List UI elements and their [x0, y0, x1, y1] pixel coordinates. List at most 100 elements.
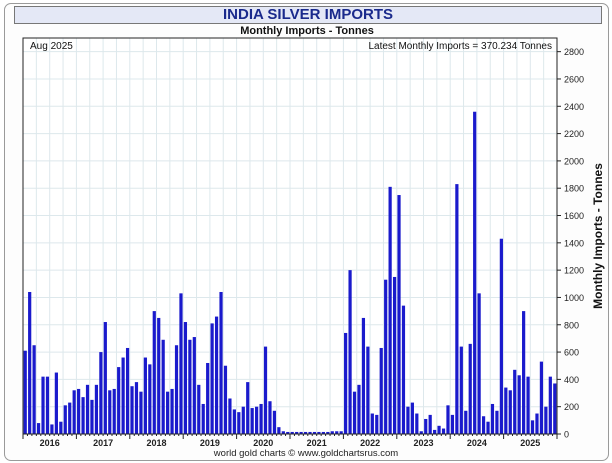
- bar: [370, 413, 374, 434]
- x-year-label: 2020: [253, 438, 273, 448]
- bar: [152, 311, 156, 434]
- y-tick-label: 2200: [564, 129, 584, 139]
- bar: [246, 382, 250, 434]
- bar: [508, 390, 512, 434]
- bar: [441, 428, 446, 434]
- bar: [401, 305, 406, 434]
- bar: [361, 317, 366, 434]
- bar: [352, 391, 357, 434]
- bar: [237, 412, 241, 434]
- bar: [295, 431, 299, 434]
- bar: [81, 397, 85, 434]
- bar: [486, 421, 490, 434]
- bar: [446, 405, 450, 434]
- bar: [530, 420, 535, 434]
- bar: [495, 410, 499, 434]
- bar: [263, 346, 268, 434]
- bar: [139, 391, 143, 434]
- bar: [174, 345, 179, 434]
- y-tick-label: 800: [564, 320, 579, 330]
- y-tick-label: 2800: [564, 47, 584, 57]
- bar: [326, 431, 330, 434]
- x-year-label: 2017: [93, 438, 113, 448]
- bar: [148, 364, 152, 434]
- bar: [459, 346, 463, 434]
- bar: [206, 362, 210, 434]
- bar: [255, 406, 259, 434]
- bar: [419, 431, 423, 434]
- chart-title: INDIA SILVER IMPORTS: [14, 6, 602, 24]
- bar: [455, 184, 459, 434]
- bar: [241, 406, 245, 434]
- x-year-label: 2018: [146, 438, 166, 448]
- bar: [415, 413, 419, 434]
- bar: [192, 337, 196, 434]
- bar: [433, 429, 437, 434]
- bar: [481, 416, 486, 434]
- bar: [117, 367, 121, 434]
- y-tick-label: 1000: [564, 293, 584, 303]
- bar: [539, 361, 544, 434]
- bar: [344, 332, 348, 434]
- bar: [384, 279, 388, 434]
- bar: [121, 357, 125, 434]
- y-tick-label: 200: [564, 402, 579, 412]
- bar: [108, 390, 112, 434]
- bar: [54, 372, 58, 434]
- bar: [112, 388, 116, 434]
- bar: [406, 406, 410, 434]
- bar: [179, 293, 183, 434]
- bar: [36, 423, 41, 434]
- bar: [228, 398, 232, 434]
- bar: [45, 376, 50, 434]
- y-tick-label: 1600: [564, 211, 584, 221]
- y-tick-label: 1400: [564, 238, 584, 248]
- chart-credit: world gold charts © www.goldchartsrus.co…: [213, 448, 399, 459]
- bar: [277, 427, 281, 434]
- bar: [366, 346, 370, 434]
- x-year-label: 2023: [413, 438, 433, 448]
- bar: [63, 405, 67, 434]
- bar: [77, 388, 81, 434]
- bar: [348, 270, 352, 434]
- bar: [490, 403, 495, 434]
- y-tick-label: 2000: [564, 156, 584, 166]
- bar: [321, 431, 325, 434]
- bar: [375, 414, 379, 434]
- bar: [535, 413, 539, 434]
- bar: [410, 402, 414, 434]
- bar: [553, 383, 557, 434]
- bar: [59, 421, 63, 434]
- y-tick-label: 1200: [564, 266, 584, 276]
- bar: [219, 291, 223, 434]
- y-tick-label: 600: [564, 348, 579, 358]
- bar: [130, 386, 134, 434]
- bar: [125, 347, 130, 434]
- y-tick-label: 1800: [564, 184, 584, 194]
- bar: [468, 343, 472, 434]
- bar: [312, 431, 317, 434]
- x-year-label: 2022: [360, 438, 380, 448]
- bar: [259, 403, 263, 434]
- bar: [90, 399, 94, 434]
- bar: [157, 317, 161, 434]
- latest-annotation: Latest Monthly Imports = 370.234 Tonnes: [368, 41, 552, 52]
- bar: [170, 388, 174, 434]
- bar: [68, 402, 72, 434]
- bar: [166, 391, 170, 434]
- bar: [161, 339, 165, 434]
- bar: [428, 414, 432, 434]
- bar: [473, 111, 477, 435]
- bar: [28, 291, 32, 434]
- y-axis-label: Monthly Imports - Tonnes: [591, 163, 605, 309]
- bar: [103, 322, 107, 434]
- bar: [286, 431, 290, 434]
- bar: [388, 186, 392, 434]
- bar: [517, 375, 521, 434]
- bar: [437, 425, 441, 434]
- bar: [317, 431, 321, 434]
- y-tick-label: 2400: [564, 102, 584, 112]
- bar: [392, 276, 397, 434]
- chart-subtitle: Monthly Imports - Tonnes: [240, 25, 374, 37]
- date-annotation: Aug 2025: [30, 41, 73, 52]
